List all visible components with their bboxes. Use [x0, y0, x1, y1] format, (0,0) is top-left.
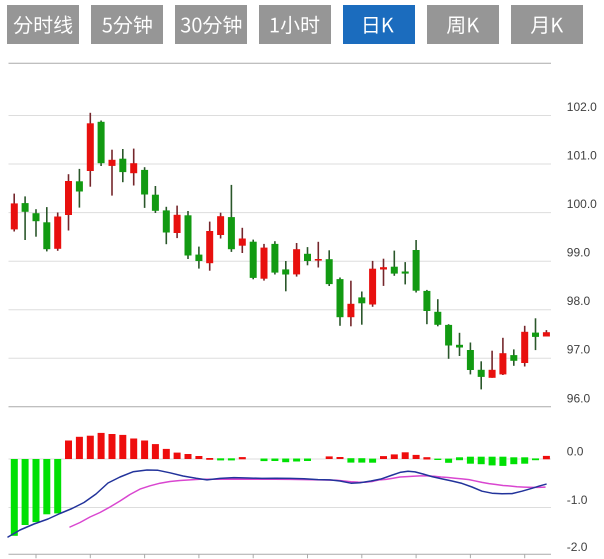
svg-text:99.0: 99.0	[567, 246, 591, 260]
svg-text:100.0: 100.0	[567, 197, 597, 211]
svg-text:97.0: 97.0	[567, 343, 591, 357]
svg-text:102.0: 102.0	[567, 100, 597, 114]
svg-text:98.0: 98.0	[567, 294, 591, 308]
svg-text:-2.0: -2.0	[567, 540, 588, 554]
svg-text:101.0: 101.0	[567, 149, 597, 163]
svg-text:0.0: 0.0	[567, 445, 584, 459]
svg-text:-1.0: -1.0	[567, 493, 588, 507]
svg-text:96.0: 96.0	[567, 391, 591, 405]
